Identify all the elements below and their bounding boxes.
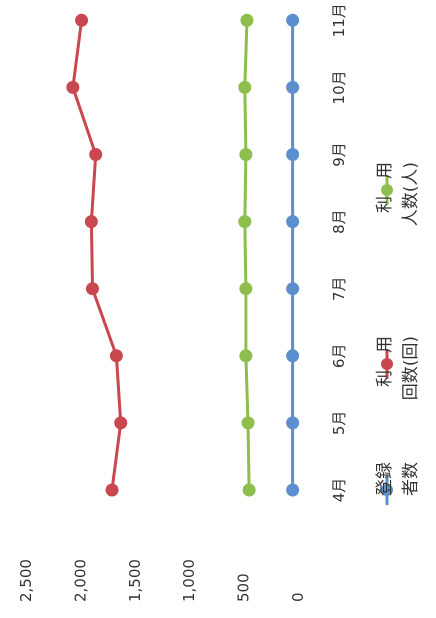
- legend-label: 回数(回): [401, 336, 421, 400]
- y-axis-ticks: 2,500 2,000 1,500 1,000 500 0: [17, 559, 307, 602]
- data-point: [85, 282, 99, 296]
- data-point: [105, 483, 119, 497]
- data-point: [89, 148, 103, 161]
- legend-label: 登録: [375, 462, 395, 496]
- y-tick-label: 500: [235, 573, 253, 602]
- data-point: [66, 80, 80, 94]
- data-point: [286, 13, 300, 27]
- data-point: [239, 282, 253, 296]
- series-line: [243, 20, 251, 491]
- legend-label: 利 用: [375, 162, 395, 213]
- data-point: [286, 349, 300, 363]
- legend-label: 者数: [401, 462, 421, 496]
- legend-label: 人数(人): [401, 162, 421, 226]
- data-point: [114, 416, 128, 430]
- data-point: [109, 349, 123, 363]
- legend-item: 登録 者数: [375, 462, 421, 505]
- y-tick-label: 1,500: [126, 559, 144, 602]
- legend-label: 利 用: [375, 336, 395, 387]
- data-point: [84, 215, 98, 229]
- x-tick-label: 8月: [330, 209, 348, 234]
- legend: 登録 者数利 用回数(回)利 用人数(人): [375, 162, 421, 505]
- data-point: [286, 215, 300, 229]
- legend-item: 利 用人数(人): [375, 162, 421, 226]
- legend-marker: [381, 484, 393, 496]
- y-tick-label: 2,000: [71, 559, 89, 602]
- data-point: [286, 80, 300, 94]
- data-point: [239, 349, 253, 363]
- data-point: [240, 13, 254, 27]
- legend-marker: [381, 358, 393, 370]
- data-point: [238, 215, 252, 229]
- data-point: [238, 80, 252, 94]
- data-point: [242, 483, 256, 497]
- plot-area: [66, 13, 300, 497]
- x-tick-label: 10月: [330, 70, 348, 104]
- legend-marker: [381, 184, 393, 196]
- legend-item: 利 用回数(回): [375, 336, 421, 400]
- data-point: [241, 416, 255, 430]
- data-point: [286, 483, 300, 497]
- x-tick-label: 7月: [330, 276, 348, 301]
- x-tick-label: 5月: [330, 411, 348, 436]
- x-tick-label: 9月: [330, 142, 348, 167]
- y-tick-label: 1,000: [180, 559, 198, 602]
- y-tick-label: 2,500: [17, 559, 35, 602]
- data-point: [286, 416, 300, 430]
- x-axis-ticks: 4月 5月 6月 7月 8月 9月 10月 11月: [330, 3, 348, 502]
- data-point: [239, 148, 253, 161]
- x-tick-label: 4月: [330, 478, 348, 503]
- y-tick-label: 0: [289, 592, 307, 602]
- x-tick-label: 11月: [330, 3, 348, 37]
- data-point: [286, 282, 300, 296]
- series-line: [71, 20, 123, 491]
- data-point: [75, 13, 89, 27]
- x-tick-label: 6月: [330, 344, 348, 369]
- data-point: [286, 148, 300, 161]
